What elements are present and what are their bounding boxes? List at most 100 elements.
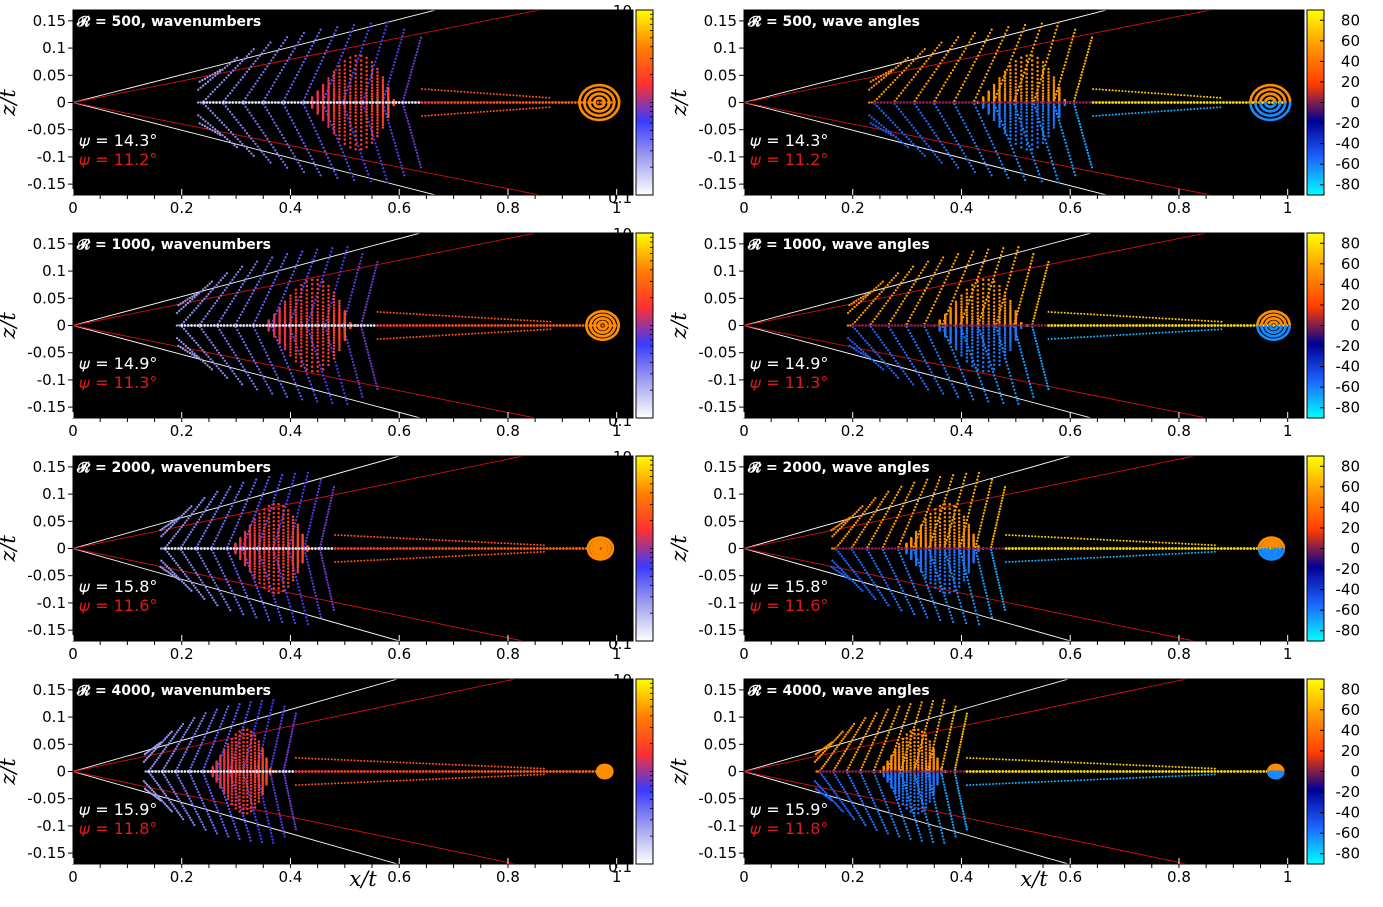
data-point	[1014, 119, 1018, 123]
data-point	[971, 34, 975, 38]
data-point	[228, 62, 231, 65]
data-point	[300, 283, 303, 287]
data-point	[394, 144, 397, 148]
data-point	[204, 120, 207, 123]
data-point	[1003, 117, 1007, 120]
data-point	[365, 303, 368, 306]
data-point	[231, 278, 234, 281]
data-point	[509, 108, 512, 111]
data-point	[873, 317, 876, 321]
data-point	[255, 388, 259, 391]
data-point	[1009, 104, 1012, 107]
data-point	[450, 113, 453, 115]
data-point	[201, 118, 205, 121]
data-point	[218, 70, 222, 73]
data-point	[908, 331, 912, 335]
data-point	[370, 104, 374, 108]
data-point	[289, 342, 292, 346]
data-point	[309, 101, 313, 104]
data-point	[232, 69, 235, 72]
data-point	[327, 312, 330, 316]
data-point	[289, 305, 292, 309]
data-point	[289, 115, 292, 119]
data-point	[875, 82, 878, 85]
data-point	[365, 101, 368, 104]
data-point	[1030, 105, 1034, 108]
data-point	[203, 77, 207, 80]
data-point	[434, 114, 437, 117]
data-point	[975, 57, 978, 60]
data-point	[255, 316, 258, 319]
data-point	[970, 135, 973, 138]
data-point	[347, 37, 350, 40]
data-point	[889, 119, 892, 122]
data-point	[284, 96, 287, 99]
data-point	[332, 294, 336, 298]
data-point	[873, 101, 876, 104]
data-point	[343, 134, 347, 137]
data-point	[310, 317, 314, 320]
data-point	[985, 38, 988, 41]
data-point	[289, 332, 292, 336]
data-point	[1176, 109, 1179, 112]
data-point	[338, 343, 341, 347]
data-point	[1030, 147, 1034, 151]
data-point	[409, 336, 412, 339]
data-point	[178, 338, 181, 342]
data-point	[1009, 95, 1012, 99]
data-point	[473, 111, 476, 114]
data-point	[466, 91, 469, 94]
data-point	[223, 337, 227, 340]
data-point	[216, 72, 219, 75]
data-point	[359, 125, 363, 129]
data-point	[317, 31, 321, 35]
data-point	[1052, 116, 1056, 120]
data-point	[975, 145, 978, 148]
data-point	[1058, 122, 1062, 125]
data-point	[454, 333, 457, 336]
data-point	[245, 371, 248, 374]
data-point	[529, 329, 532, 332]
data-point	[289, 321, 292, 325]
data-point	[1157, 92, 1160, 95]
data-point	[899, 62, 902, 65]
data-point	[249, 353, 252, 356]
data-point	[294, 334, 298, 338]
data-point	[925, 120, 928, 123]
data-point	[354, 134, 357, 137]
data-point	[928, 313, 931, 316]
data-point	[1038, 120, 1041, 124]
data-point	[1036, 56, 1039, 60]
data-point	[885, 74, 888, 77]
data-point	[907, 377, 911, 381]
data-point	[327, 284, 330, 288]
data-point	[363, 162, 366, 166]
data-point	[280, 157, 283, 161]
data-point	[1186, 101, 1190, 104]
data-point	[205, 101, 209, 104]
data-point	[973, 31, 977, 35]
data-point	[206, 284, 209, 287]
data-point	[877, 336, 880, 339]
data-point	[1020, 114, 1023, 117]
data-point	[1020, 94, 1023, 97]
data-point	[874, 297, 877, 300]
data-point	[957, 143, 960, 146]
data-point	[1071, 164, 1074, 167]
data-point	[493, 331, 496, 334]
data-point	[892, 68, 895, 71]
data-point	[1025, 90, 1028, 94]
data-point	[1003, 131, 1007, 135]
data-point	[349, 297, 352, 300]
data-point	[305, 284, 309, 288]
data-point	[947, 152, 950, 155]
data-point	[1098, 101, 1101, 104]
data-point	[354, 80, 357, 83]
data-point	[925, 286, 928, 289]
data-point	[254, 82, 257, 85]
data-point	[613, 325, 616, 328]
data-point	[193, 309, 196, 312]
data-point	[1014, 107, 1018, 111]
data-point	[617, 102, 621, 106]
data-point	[359, 94, 363, 97]
